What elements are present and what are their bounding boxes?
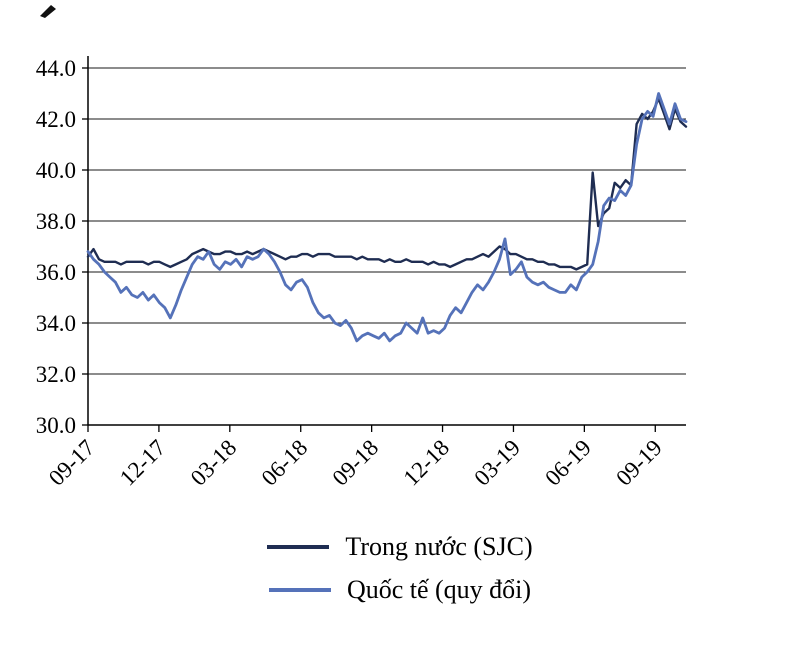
y-tick-label: 44.0 — [36, 56, 76, 81]
x-tick-label: 06-18 — [257, 435, 313, 491]
series-line-0 — [86, 97, 688, 271]
y-tick-label: 30.0 — [36, 413, 76, 438]
legend-swatch-domestic-line — [267, 545, 330, 549]
legend-label-international: Quốc tế (quy đổi) — [346, 575, 532, 604]
y-tick-label: 32.0 — [36, 362, 76, 387]
y-tick-label: 38.0 — [36, 209, 76, 234]
y-tick-label: 40.0 — [36, 158, 76, 183]
legend-item-international: Quốc tế (quy đổi) — [268, 575, 532, 605]
x-tick-label: 06-19 — [540, 435, 596, 491]
y-tick-label: 36.0 — [36, 260, 76, 285]
x-tick-label: 09-19 — [611, 435, 667, 491]
legend-item-domestic: Trong nước (SJC) — [267, 532, 533, 562]
legend-label-domestic: Trong nước (SJC) — [345, 532, 533, 561]
y-tick-label: 42.0 — [36, 107, 76, 132]
corner-artifact — [40, 5, 56, 18]
x-tick-label: 09-18 — [328, 435, 384, 491]
gold-price-line-chart: 30.0 32.0 34.0 36.0 38.0 40.0 42.0 44.0 09-17 12-… — [36, 5, 688, 491]
series-line-1 — [86, 92, 688, 343]
chart-legend: Trong nước (SJC) Quốc tế (quy đổi) — [0, 532, 800, 605]
legend-swatch-international-line — [268, 588, 331, 592]
x-tick-label: 09-17 — [44, 435, 100, 491]
x-tick-label: 03-19 — [469, 435, 525, 491]
x-tick-label: 12-17 — [115, 435, 171, 491]
x-tick-label: 12-18 — [398, 435, 454, 491]
x-tick-label: 03-18 — [186, 435, 242, 491]
y-tick-label: 34.0 — [36, 311, 76, 336]
